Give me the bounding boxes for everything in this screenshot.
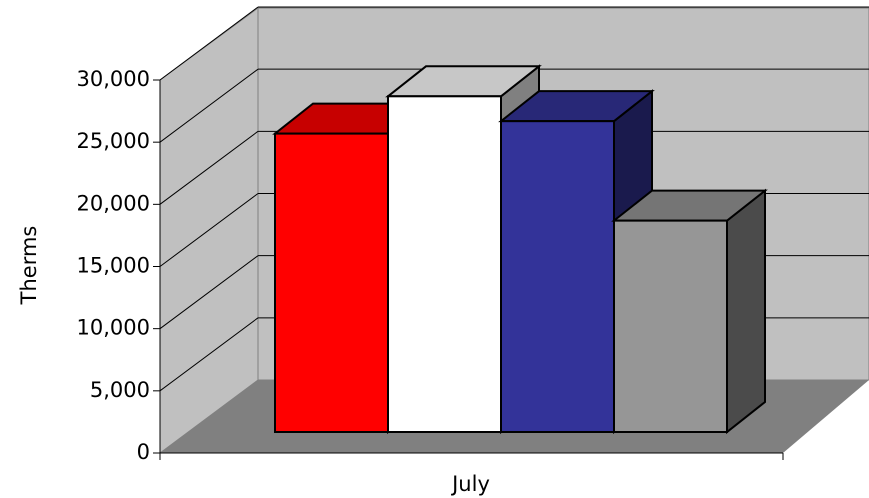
grid-line <box>159 317 259 392</box>
y-tick-label: 10,000 <box>77 316 150 340</box>
grid-line <box>159 68 259 143</box>
bar <box>500 120 615 434</box>
grid-line <box>159 255 259 330</box>
bar <box>274 132 389 433</box>
y-tick-label: 5,000 <box>90 378 150 402</box>
grid-line <box>159 130 259 205</box>
bar-side <box>726 188 766 435</box>
y-tick-label: 20,000 <box>77 191 150 215</box>
y-axis-label: Therms <box>17 226 41 306</box>
y-tick-label: 15,000 <box>77 254 150 278</box>
y-tick-label: 25,000 <box>77 129 150 153</box>
grid-line <box>159 6 259 81</box>
y-tick-label: 0 <box>137 440 150 464</box>
x-tick-label: July <box>450 472 490 496</box>
y-tick-label: 30,000 <box>77 67 150 91</box>
bar <box>387 95 502 434</box>
bar <box>613 219 728 433</box>
grid-line <box>159 193 259 267</box>
